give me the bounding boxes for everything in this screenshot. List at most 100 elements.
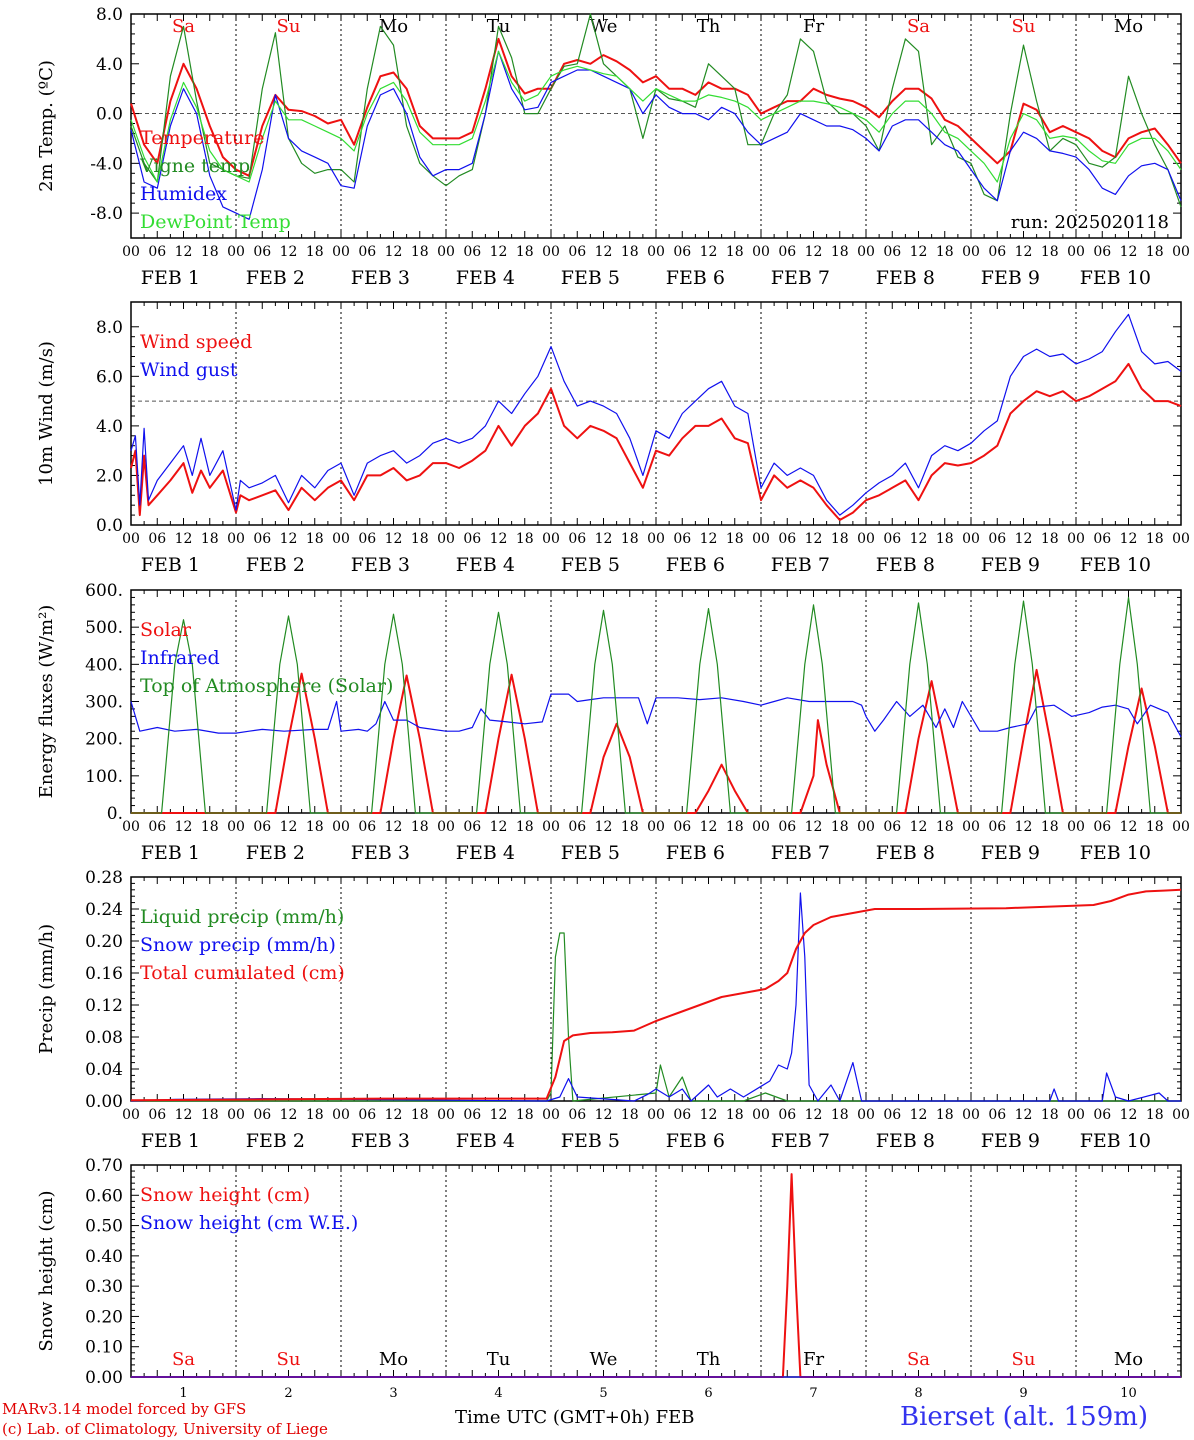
hour-tick-label: 00 (332, 531, 350, 547)
hour-tick-label: 06 (253, 819, 271, 835)
hour-tick-label: 06 (883, 244, 901, 260)
hour-tick-label: 06 (463, 531, 481, 547)
hour-tick-label: 18 (726, 1107, 744, 1123)
hour-tick-label: 06 (148, 819, 166, 835)
y-tick-label: 2.0 (96, 466, 123, 486)
y-tick-label: 0.24 (85, 900, 123, 920)
hour-tick-label: 06 (1093, 819, 1111, 835)
legend-entry: Temperature (140, 127, 264, 149)
hour-tick-label: 12 (805, 819, 823, 835)
hour-tick-label: 00 (647, 819, 665, 835)
hour-tick-label: 06 (778, 819, 796, 835)
hour-tick-label: 00 (542, 819, 560, 835)
hour-tick-label: 06 (568, 531, 586, 547)
y-tick-label: 0.70 (85, 1156, 123, 1176)
hour-tick-label: 12 (175, 1107, 193, 1123)
hour-tick-label: 12 (1015, 244, 1033, 260)
y-tick-label: 0.20 (85, 1307, 123, 1327)
day-of-week-label: Tu (487, 1349, 511, 1370)
y-tick-label: 0.10 (85, 1338, 123, 1358)
day-of-week-label: Fr (803, 1349, 824, 1370)
hour-tick-label: 06 (673, 244, 691, 260)
x-axis-month: FEB (655, 1407, 695, 1428)
day-of-week-label: Sa (172, 1349, 195, 1370)
date-label: FEB 9 (981, 267, 1040, 289)
hour-tick-label: 12 (280, 1107, 298, 1123)
hour-tick-label: 00 (647, 1107, 665, 1123)
hour-tick-label: 18 (516, 819, 534, 835)
hour-tick-label: 18 (411, 244, 429, 260)
date-label: FEB 4 (456, 1130, 515, 1152)
day-of-week-label: Mo (379, 1349, 408, 1370)
y-tick-label: 8.0 (96, 5, 123, 25)
hour-tick-label: 00 (1067, 819, 1085, 835)
hour-tick-label: 06 (463, 244, 481, 260)
series-line-dewpoint-temp (130, 50, 1182, 183)
hour-tick-label: 12 (805, 531, 823, 547)
date-label: FEB 7 (771, 1130, 830, 1152)
y-tick-label: 400. (85, 655, 123, 675)
hour-tick-label: 00 (227, 1107, 245, 1123)
hour-tick-label: 00 (962, 531, 980, 547)
hour-tick-label: 12 (700, 244, 718, 260)
panel-temp: 8.0 4.0 0.0 -4.0 -8.0 2m Temp. (ºC) 00 06 12 18 00… (36, 5, 1190, 289)
hour-tick-label: 12 (1120, 819, 1138, 835)
day-number-label: 1 (179, 1386, 187, 1401)
hour-tick-label: 00 (122, 531, 140, 547)
y-tick-label: 0.40 (85, 1247, 123, 1267)
y-axis-label: 2m Temp. (ºC) (36, 60, 57, 192)
hour-tick-label: 06 (148, 531, 166, 547)
day-of-week-label: Sa (907, 1349, 930, 1370)
y-tick-label: 600. (85, 581, 123, 601)
hour-tick-label: 18 (1146, 819, 1164, 835)
hour-tick-label: 06 (148, 1107, 166, 1123)
hour-tick-label: 12 (700, 531, 718, 547)
legend-entry: Wind gust (140, 359, 238, 381)
day-of-week-label: Th (697, 1349, 721, 1370)
day-of-week-label: Su (1012, 16, 1036, 37)
legend-entry: Snow precip (mm/h) (140, 934, 336, 956)
hour-tick-label: 18 (411, 531, 429, 547)
hour-tick-label: 00 (857, 1107, 875, 1123)
day-of-week-label: We (590, 1349, 618, 1370)
day-number-label: 2 (284, 1386, 292, 1401)
y-tick-label: 0.0 (96, 105, 123, 125)
hour-tick-label: 18 (621, 531, 639, 547)
day-number-label: 3 (389, 1386, 397, 1401)
run-annotation: run: 2025020118 (1011, 212, 1169, 233)
x-axis-title: Time UTC (GMT+0h) FEB (455, 1407, 694, 1428)
date-label: FEB 5 (561, 267, 620, 289)
hour-tick-label: 00 (752, 1107, 770, 1123)
hour-tick-label: 06 (778, 531, 796, 547)
hour-tick-label: 18 (1146, 1107, 1164, 1123)
hour-tick-label: 12 (910, 819, 928, 835)
date-label: FEB 2 (246, 554, 305, 576)
date-label: FEB 9 (981, 842, 1040, 864)
hour-tick-label: 00 (437, 531, 455, 547)
hour-tick-label: 06 (883, 819, 901, 835)
hour-tick-label: 00 (227, 531, 245, 547)
hour-tick-label: 00 (647, 244, 665, 260)
y-tick-label: 0.20 (85, 932, 123, 952)
hour-tick-label: 12 (910, 244, 928, 260)
hour-tick-label: 12 (1015, 531, 1033, 547)
hour-tick-label: 00 (437, 819, 455, 835)
hour-tick-label: 06 (1093, 244, 1111, 260)
hour-tick-label: 12 (595, 819, 613, 835)
legend-entry: Snow height (cm W.E.) (140, 1212, 358, 1234)
hour-tick-label: 00 (647, 531, 665, 547)
date-label: FEB 3 (351, 842, 410, 864)
day-of-week-label: Sa (907, 16, 930, 37)
hour-tick-label: 00 (1067, 1107, 1085, 1123)
y-tick-label: 300. (85, 693, 123, 713)
y-tick-label: 500. (85, 618, 123, 638)
hour-tick-label: 12 (700, 819, 718, 835)
hour-tick-label: 12 (175, 244, 193, 260)
date-label: FEB 5 (561, 842, 620, 864)
date-label: FEB 4 (456, 554, 515, 576)
date-label: FEB 6 (666, 267, 725, 289)
panel-energy: 600. 500. 400. 300. 200. 100. 0. Energy fluxes … (36, 581, 1190, 864)
hour-tick-label: 18 (621, 244, 639, 260)
y-axis-label: Snow height (cm) (36, 1190, 57, 1351)
